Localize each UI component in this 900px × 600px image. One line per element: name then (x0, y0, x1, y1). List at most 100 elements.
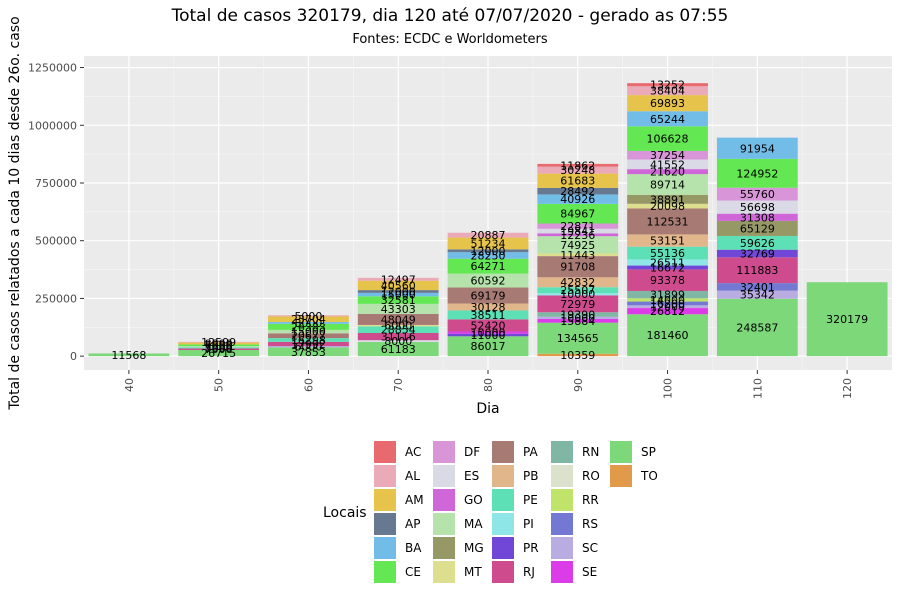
legend-key (433, 441, 455, 463)
bar-value-label: 12599 (201, 336, 236, 349)
bar-segment-sc (716, 290, 798, 299)
bar-segment-ap (537, 187, 619, 195)
bar-segment-mg (627, 194, 708, 204)
bar-segment-am (178, 342, 260, 345)
bar-value-label: 112531 (647, 215, 689, 228)
bar-segment-ce (537, 203, 619, 224)
bar-segment-sc (627, 305, 708, 309)
legend-item-rj: RJ (492, 560, 572, 584)
bar-value-label: 61183 (381, 343, 416, 356)
bar-value-label: 15884 (560, 315, 595, 328)
legend-label: SC (582, 541, 598, 555)
bar-segment-pa (268, 333, 349, 339)
bar-segment-ap (447, 249, 529, 253)
bar-value-label: 38404 (650, 85, 685, 98)
bar-segment-rn (627, 290, 708, 299)
legend-key (492, 537, 514, 559)
bar-value-label: 16200 (650, 297, 685, 310)
legend-label: DF (464, 445, 481, 459)
legend-key (433, 561, 455, 583)
chart-subtitle: Fontes: ECDC e Worldometers (352, 32, 548, 47)
bar-segment-sp (806, 282, 888, 357)
bar-value-label: 31116 (381, 331, 416, 344)
bar-value-label: 53151 (650, 235, 685, 248)
y-tick-label: 1000000 (28, 119, 77, 132)
bar-value-label: 11443 (560, 249, 595, 262)
legend-item-ba: BA (374, 536, 454, 560)
bar-value-label: 61683 (560, 175, 595, 188)
legend-item-ap: AP (374, 512, 454, 536)
bar-segment-ce (627, 126, 708, 151)
bar-segment-ba (537, 194, 619, 204)
legend-label: PA (523, 445, 538, 459)
bar-value-label: 25507 (560, 284, 595, 297)
bar-value-label: 37853 (291, 346, 326, 359)
legend-label: MG (464, 541, 484, 555)
bar-value-label: 111883 (736, 264, 778, 277)
bar-segment-ma (537, 236, 619, 254)
bar-value-label: 56698 (740, 201, 775, 214)
bar-value-label: 91708 (560, 261, 595, 274)
bar-value-label: 5000 (205, 342, 233, 355)
x-axis-label: Dia (476, 401, 499, 417)
bar-value-label: 31308 (740, 211, 775, 224)
bar-value-label: 40926 (560, 193, 595, 206)
bar-value-label: 124952 (736, 167, 778, 180)
x-tick-label: 110 (751, 378, 764, 399)
bar-value-label: 134565 (557, 332, 599, 345)
bar-value-label: 52420 (471, 319, 506, 332)
bar-value-label: 60592 (471, 275, 506, 288)
bar-segment-pe (627, 246, 708, 260)
legend-item-rn: RN (551, 440, 631, 464)
bar-value-label: 38511 (471, 309, 506, 322)
bar-segment-ap (357, 290, 439, 293)
x-tick-label: 40 (123, 378, 136, 392)
bar-segment-pe (716, 235, 798, 250)
x-tick-label: 100 (662, 378, 675, 399)
x-tick-label: 80 (482, 378, 495, 392)
bar-value-label: 28492 (560, 185, 595, 198)
bar-value-label: 42832 (560, 276, 595, 289)
bar-value-label: 48049 (381, 313, 416, 326)
bar-value-label: 93378 (650, 274, 685, 287)
bar-segment-se (447, 331, 529, 334)
bar-segment-pr (716, 249, 798, 258)
bar-value-label: 320179 (826, 313, 868, 326)
bar-value-label: 8000 (384, 335, 412, 348)
bar-segment-pi (627, 259, 708, 266)
bar-value-label: 28250 (471, 249, 506, 262)
legend-label: PR (523, 541, 539, 555)
bar-segment-to (537, 353, 619, 357)
legend-key (551, 441, 573, 463)
bar-value-label: 248587 (736, 321, 778, 334)
bar-segment-ma (447, 273, 529, 288)
legend-label: GO (464, 493, 483, 507)
bar-value-label: 28854 (381, 324, 416, 337)
bar-value-label: 12000 (381, 285, 416, 298)
bar-value-label: 40560 (381, 279, 416, 292)
bar-value-label: 106628 (647, 133, 689, 146)
bar-segment-am (447, 237, 529, 250)
x-tick-label: 60 (302, 378, 315, 392)
bar-segment-ce (716, 158, 798, 188)
bar-segment-sp (716, 298, 798, 357)
bar-value-label: 20098 (650, 200, 685, 213)
bar-segment-rs (627, 301, 708, 306)
bar-segment-pr (627, 265, 708, 270)
bar-value-label: 12236 (560, 229, 595, 242)
legend-item-ma: MA (433, 512, 513, 536)
bar-segment-mt (537, 253, 619, 257)
bar-value-label: 65129 (740, 222, 775, 235)
legend-key (551, 513, 573, 535)
legend-key (374, 441, 396, 463)
bar-value-label: 7000 (205, 339, 233, 352)
bar-value-label: 32581 (381, 294, 416, 307)
bar-segment-sc (268, 346, 349, 348)
y-tick-label: 250000 (35, 292, 77, 305)
bar-segment-sp (357, 342, 439, 357)
bar-value-label: 26812 (650, 305, 685, 318)
bar-value-label: 181460 (647, 329, 689, 342)
bar-value-label: 11000 (471, 329, 506, 342)
legend-item-al: AL (374, 464, 454, 488)
bar-value-label: 10359 (560, 349, 595, 362)
